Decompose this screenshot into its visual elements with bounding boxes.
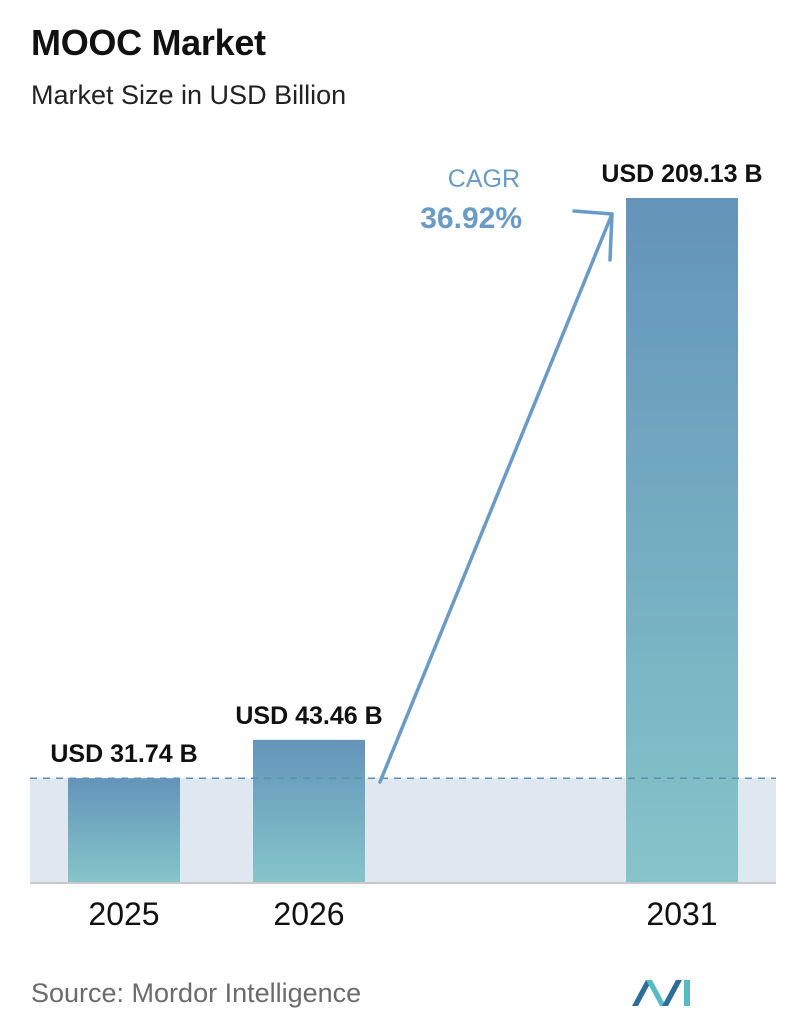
source-note: Source: Mordor Intelligence	[31, 978, 362, 1008]
logo-bar	[684, 980, 690, 1006]
data-label-2026: USD 43.46 B	[235, 702, 382, 730]
logo-shape-left	[632, 980, 652, 1006]
logo-shape-mid	[646, 980, 666, 1006]
data-label-2031: USD 209.13 B	[601, 160, 762, 188]
mordor-intelligence-logo-icon	[632, 980, 690, 1006]
data-label-2025: USD 31.74 B	[50, 740, 197, 768]
bar-2025	[68, 778, 180, 882]
x-tick-label-2026: 2026	[273, 896, 344, 932]
bar-chart: USD 31.74 B USD 43.46 B USD 209.13 B 2025 20…	[30, 160, 776, 932]
logo-shape-right	[662, 980, 682, 1006]
chart-subtitle: Market Size in USD Billion	[31, 80, 347, 110]
cagr-value: 36.92%	[420, 202, 522, 235]
chart-title: MOOC Market	[31, 22, 266, 63]
bar-2031	[626, 198, 738, 882]
bar-2026	[253, 739, 365, 882]
x-tick-label-2025: 2025	[88, 896, 159, 932]
cagr-arrow	[378, 212, 614, 784]
cagr-arrow-head	[572, 209, 614, 262]
cagr-label: CAGR	[448, 165, 520, 193]
x-tick-label-2031: 2031	[646, 896, 717, 932]
